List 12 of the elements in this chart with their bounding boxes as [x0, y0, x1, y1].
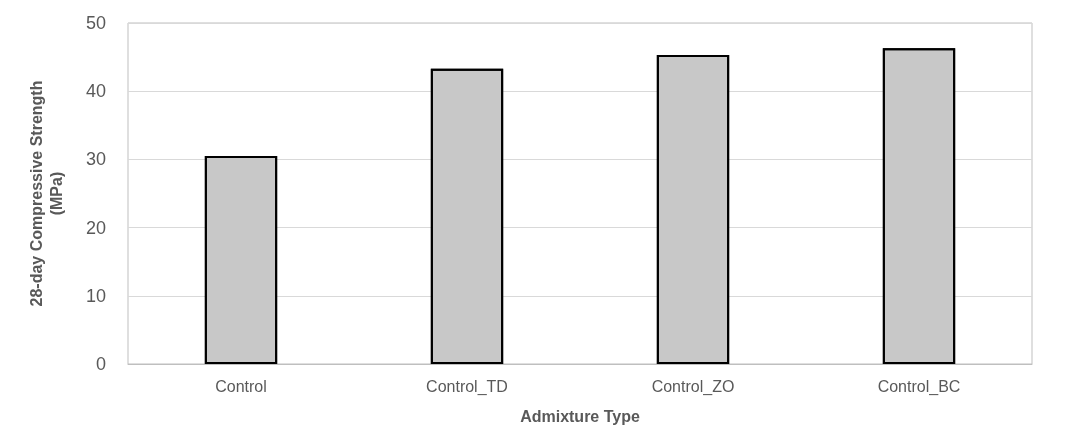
y-tick-label: 40	[85, 81, 106, 102]
x-axis-title: Admixture Type	[520, 407, 640, 425]
y-axis-title: 28-day Compressive Strength (MPa)	[27, 80, 65, 307]
x-tick-label: Control_TD	[426, 377, 508, 396]
y-tick-label: 50	[85, 13, 106, 33]
x-tick-label: Control_ZO	[651, 377, 735, 396]
x-tick-label: Control_BC	[877, 377, 961, 396]
y-tick-label: 30	[85, 149, 106, 170]
y-tick-label: 20	[85, 217, 106, 238]
x-tick-label: Control	[215, 377, 267, 395]
y-tick-label: 10	[85, 285, 106, 306]
y-tick-label: 0	[95, 354, 106, 374]
